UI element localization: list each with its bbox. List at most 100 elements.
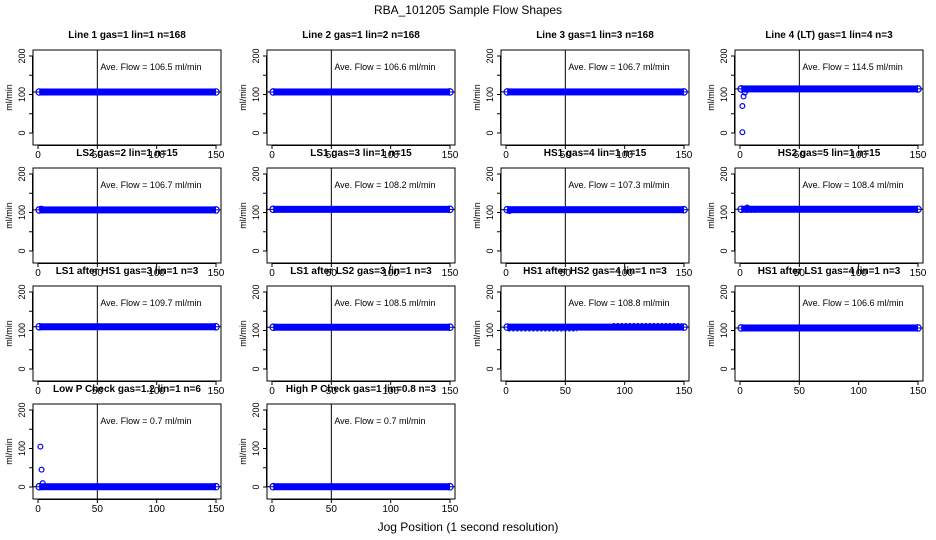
data-point <box>680 205 688 214</box>
x-tick-label: 150 <box>442 386 459 397</box>
data-point <box>739 103 746 110</box>
y-tick-label: 200 <box>251 48 261 63</box>
average-flow-annotation: Ave. Flow = 108.2 ml/min <box>334 180 435 190</box>
figure-title: RBA_101205 Sample Flow Shapes <box>374 3 562 17</box>
panel-title: LS1 after LS2 gas=3 lin=1 n=3 <box>290 266 432 277</box>
y-tick-label: 200 <box>719 284 729 299</box>
y-tick-label: 100 <box>251 205 261 220</box>
average-flow-annotation: Ave. Flow = 109.7 ml/min <box>100 298 201 308</box>
panel-title: LS1 after HS1 gas=3 lin=1 n=3 <box>56 266 199 277</box>
average-flow-annotation: Ave. Flow = 106.5 ml/min <box>100 62 201 72</box>
y-tick-label: 100 <box>719 205 729 220</box>
x-tick-label: 150 <box>910 386 927 397</box>
data-series-band <box>507 206 684 214</box>
data-point <box>446 88 454 96</box>
panel-title: High P Check gas=1 lin=0.8 n=3 <box>286 384 437 395</box>
y-tick-label: 100 <box>251 323 261 338</box>
chart-panel: Low P Check gas=1.2 lin=1 n=6 ml/min 0 50 10… <box>4 384 225 515</box>
y-tick-label: 0 <box>485 366 495 371</box>
y-tick-label: 200 <box>485 48 495 63</box>
x-tick-label: 0 <box>35 150 41 161</box>
y-axis-label: ml/min <box>706 84 716 111</box>
x-tick-label: 0 <box>35 504 41 515</box>
y-tick-label: 200 <box>251 402 261 417</box>
x-tick-label: 0 <box>269 150 275 161</box>
data-point <box>37 443 44 450</box>
x-tick-label: 0 <box>503 150 509 161</box>
panel-title: Low P Check gas=1.2 lin=1 n=6 <box>53 384 201 395</box>
y-tick-label: 0 <box>17 484 27 489</box>
x-tick-label: 0 <box>737 150 743 161</box>
x-tick-label: 0 <box>269 386 275 397</box>
x-tick-label: 50 <box>92 268 104 279</box>
panel-title: Line 1 gas=1 lin=1 n=168 <box>68 30 186 41</box>
y-tick-label: 0 <box>251 484 261 489</box>
x-tick-label: 100 <box>850 150 867 161</box>
data-point <box>744 204 751 211</box>
x-tick-label: 150 <box>442 268 459 279</box>
x-tick-label: 0 <box>503 386 509 397</box>
x-tick-label: 50 <box>794 386 806 397</box>
x-tick-label: 50 <box>326 150 338 161</box>
y-axis-label: ml/min <box>4 84 14 111</box>
y-tick-label: 0 <box>719 248 729 253</box>
y-tick-label: 0 <box>251 366 261 371</box>
data-point <box>212 88 220 96</box>
data-point <box>38 466 45 473</box>
data-series-band <box>273 323 450 331</box>
average-flow-annotation: Ave. Flow = 106.6 ml/min <box>802 298 903 308</box>
chart-panel: Line 4 (LT) gas=1 lin=4 n=3 ml/min 0 50 100 1… <box>706 30 927 161</box>
x-tick-label: 150 <box>910 268 927 279</box>
x-tick-label: 0 <box>737 386 743 397</box>
data-point <box>746 86 753 93</box>
x-tick-label: 100 <box>850 386 867 397</box>
average-flow-annotation: Ave. Flow = 107.3 ml/min <box>568 180 669 190</box>
x-tick-label: 100 <box>382 150 399 161</box>
x-tick-label: 150 <box>676 150 693 161</box>
data-point <box>212 206 220 214</box>
x-tick-label: 50 <box>560 386 572 397</box>
average-flow-annotation: Ave. Flow = 106.6 ml/min <box>334 62 435 72</box>
chart-panel: Line 2 gas=1 lin=2 n=168 ml/min 0 50 100 150 0… <box>238 30 459 161</box>
y-axis-label: ml/min <box>238 84 248 111</box>
data-point <box>739 129 746 136</box>
x-tick-label: 0 <box>35 268 41 279</box>
y-tick-label: 200 <box>251 284 261 299</box>
x-tick-label: 50 <box>326 504 338 515</box>
y-tick-label: 100 <box>251 87 261 102</box>
x-tick-label: 150 <box>676 386 693 397</box>
chart-panel: High P Check gas=1 lin=0.8 n=3 ml/min 0 50 1… <box>238 384 459 515</box>
y-tick-label: 0 <box>485 130 495 135</box>
data-point <box>680 88 688 96</box>
y-axis-label: ml/min <box>472 84 482 111</box>
data-point <box>212 482 220 491</box>
data-point <box>914 324 922 332</box>
data-point <box>737 205 745 214</box>
data-point <box>914 205 922 214</box>
y-tick-label: 100 <box>485 87 495 102</box>
x-tick-label: 50 <box>560 268 572 279</box>
panel-title: Line 2 gas=1 lin=2 n=168 <box>302 30 420 41</box>
chart-panel: LS1 gas=3 lin=1 n=15 ml/min 0 50 100 150 0 100 2… <box>238 148 459 279</box>
x-tick-label: 0 <box>503 268 509 279</box>
data-series-band <box>39 323 216 331</box>
chart-panel: Line 1 gas=1 lin=1 n=168 ml/min 0 50 100 150 0… <box>4 30 225 161</box>
data-point <box>38 205 45 212</box>
y-tick-label: 200 <box>485 284 495 299</box>
y-tick-label: 0 <box>17 366 27 371</box>
x-tick-label: 100 <box>382 268 399 279</box>
x-tick-label: 100 <box>148 386 165 397</box>
average-flow-annotation: Ave. Flow = 106.7 ml/min <box>100 180 201 190</box>
x-tick-label: 100 <box>616 150 633 161</box>
data-series-band <box>273 88 450 96</box>
figure-x-axis-label: Jog Position (1 second resolution) <box>378 520 559 534</box>
data-point <box>506 207 513 214</box>
y-tick-label: 200 <box>251 166 261 181</box>
data-point <box>737 324 745 332</box>
y-axis-label: ml/min <box>238 320 248 347</box>
average-flow-annotation: Ave. Flow = 108.8 ml/min <box>568 298 669 308</box>
data-point <box>269 88 277 96</box>
y-tick-label: 200 <box>17 402 27 417</box>
y-axis-label: ml/min <box>238 202 248 229</box>
y-tick-label: 200 <box>719 166 729 181</box>
